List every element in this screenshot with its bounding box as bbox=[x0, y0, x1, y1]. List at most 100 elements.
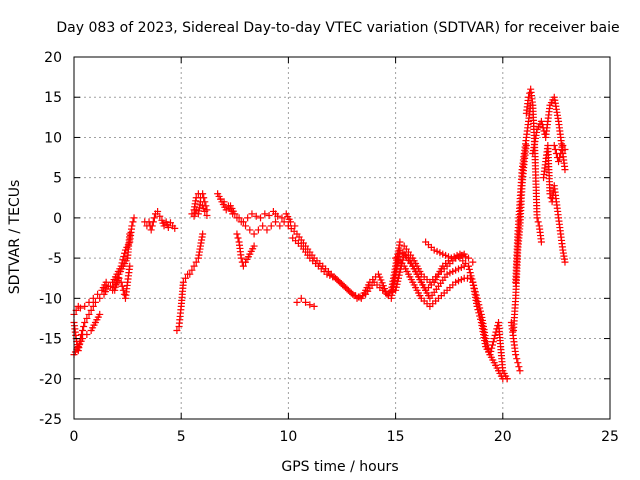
data-point bbox=[79, 327, 87, 335]
data-point bbox=[476, 312, 484, 320]
data-point bbox=[190, 262, 198, 270]
data-point bbox=[278, 214, 286, 222]
data-point bbox=[297, 294, 305, 302]
data-point bbox=[229, 210, 237, 218]
data-point bbox=[250, 242, 258, 250]
data-point bbox=[516, 367, 524, 375]
x-tick-label: 25 bbox=[601, 429, 619, 445]
y-tick-label: -20 bbox=[39, 372, 62, 388]
series-track-k bbox=[233, 230, 258, 270]
data-point bbox=[561, 146, 569, 154]
data-point bbox=[272, 218, 280, 226]
data-point bbox=[551, 146, 559, 154]
data-point bbox=[191, 209, 199, 217]
data-point bbox=[263, 226, 271, 234]
data-point bbox=[522, 141, 530, 149]
data-point bbox=[561, 166, 569, 174]
x-tick-label: 10 bbox=[279, 429, 297, 445]
x-tick-label: 0 bbox=[70, 429, 79, 445]
data-point bbox=[200, 194, 208, 202]
data-point bbox=[181, 274, 189, 282]
data-point bbox=[154, 207, 162, 215]
data-point bbox=[233, 230, 241, 238]
data-point bbox=[234, 234, 242, 242]
plot-area-frame bbox=[73, 56, 611, 420]
data-point bbox=[196, 198, 204, 206]
data-point bbox=[261, 210, 269, 218]
y-tick-label: 15 bbox=[44, 90, 62, 106]
data-point bbox=[83, 331, 91, 339]
data-point bbox=[557, 150, 565, 158]
data-point bbox=[257, 214, 265, 222]
y-tick-label: -10 bbox=[39, 291, 62, 307]
y-tick-label: -15 bbox=[39, 332, 62, 348]
data-point bbox=[487, 347, 495, 355]
data-point bbox=[89, 294, 97, 302]
y-tick-label: -25 bbox=[39, 412, 62, 428]
data-point bbox=[537, 117, 545, 125]
data-point bbox=[488, 344, 496, 352]
data-point bbox=[119, 286, 127, 294]
series-track-p bbox=[422, 238, 477, 266]
data-point bbox=[119, 256, 127, 264]
data-point bbox=[129, 218, 137, 226]
data-point bbox=[267, 222, 275, 230]
data-point bbox=[94, 290, 102, 298]
data-point bbox=[83, 314, 91, 322]
data-point bbox=[274, 212, 282, 220]
data-point bbox=[118, 282, 126, 290]
data-point bbox=[473, 302, 481, 310]
x-tick-label: 20 bbox=[494, 429, 512, 445]
data-point bbox=[239, 262, 247, 270]
data-point bbox=[469, 258, 477, 266]
data-point bbox=[190, 212, 198, 220]
data-point bbox=[76, 304, 84, 312]
data-point bbox=[513, 355, 521, 363]
data-point bbox=[475, 309, 483, 317]
data-point bbox=[291, 222, 299, 230]
data-point bbox=[525, 93, 533, 101]
data-point bbox=[80, 322, 88, 330]
data-point bbox=[464, 262, 472, 270]
data-point bbox=[555, 158, 563, 166]
data-point bbox=[310, 302, 318, 310]
y-tick-label: 0 bbox=[53, 211, 62, 227]
data-point bbox=[276, 222, 284, 230]
data-point bbox=[252, 212, 260, 220]
data-point bbox=[244, 214, 252, 222]
series-track-s bbox=[469, 278, 511, 383]
data-point bbox=[248, 210, 256, 218]
data-point bbox=[489, 341, 497, 349]
series-track-i bbox=[214, 190, 299, 230]
data-point bbox=[150, 214, 158, 222]
data-point bbox=[156, 212, 164, 220]
data-point bbox=[96, 310, 104, 318]
series-track-x bbox=[529, 93, 569, 174]
data-point bbox=[148, 222, 156, 230]
data-point bbox=[89, 302, 97, 310]
data-point bbox=[114, 273, 122, 281]
data-point bbox=[306, 301, 314, 309]
data-point bbox=[220, 198, 228, 206]
data-point bbox=[561, 258, 569, 266]
series-track-z bbox=[550, 141, 569, 166]
series-track-w bbox=[522, 85, 545, 246]
data-point bbox=[126, 230, 134, 238]
data-point bbox=[188, 266, 196, 274]
data-point bbox=[126, 262, 134, 270]
x-axis-title: GPS time / hours bbox=[281, 459, 398, 475]
data-point bbox=[233, 214, 241, 222]
data-point bbox=[464, 254, 472, 262]
data-point bbox=[512, 351, 520, 359]
data-point bbox=[87, 306, 95, 314]
y-tick-label: -5 bbox=[48, 251, 62, 267]
data-point bbox=[164, 224, 172, 232]
y-tick-label: 5 bbox=[53, 171, 62, 187]
data-point bbox=[546, 190, 554, 198]
data-point bbox=[173, 327, 181, 335]
data-point bbox=[160, 222, 168, 230]
data-point bbox=[120, 253, 128, 261]
data-point bbox=[106, 282, 114, 290]
data-point bbox=[79, 335, 87, 343]
